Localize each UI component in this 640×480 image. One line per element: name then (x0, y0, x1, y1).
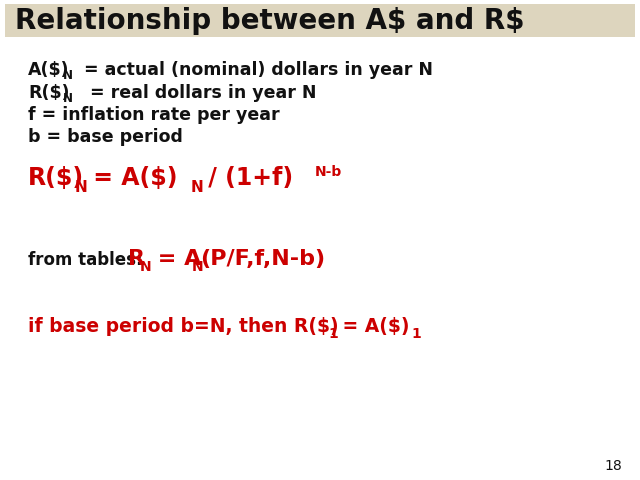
Text: (P/F,f,N-b): (P/F,f,N-b) (200, 249, 325, 269)
Text: b = base period: b = base period (28, 128, 183, 146)
Text: N: N (192, 260, 204, 274)
Text: f = inflation rate per year: f = inflation rate per year (28, 106, 280, 124)
Text: from tables:: from tables: (28, 251, 148, 269)
Text: = real dollars in year N: = real dollars in year N (72, 84, 317, 102)
Text: = A(\$): = A(\$) (336, 317, 410, 336)
Text: N: N (191, 180, 204, 195)
Text: = A: = A (150, 249, 202, 269)
Text: N: N (75, 180, 88, 195)
Text: R(\$): R(\$) (28, 84, 70, 102)
Text: 1: 1 (328, 327, 338, 341)
Text: 18: 18 (604, 459, 622, 473)
Text: R: R (128, 249, 145, 269)
Text: N: N (63, 69, 73, 82)
Text: = A(\$): = A(\$) (85, 166, 177, 190)
Text: 1: 1 (411, 327, 420, 341)
Text: N: N (140, 260, 152, 274)
Text: / (1+f): / (1+f) (200, 166, 293, 190)
Text: N: N (63, 92, 73, 105)
FancyBboxPatch shape (5, 4, 635, 37)
Text: Relationship between A\$ and R\$: Relationship between A\$ and R\$ (15, 7, 525, 35)
Text: A(\$): A(\$) (28, 61, 70, 79)
Text: if base period b=N, then R(\$): if base period b=N, then R(\$) (28, 317, 339, 336)
Text: R(\$): R(\$) (28, 166, 84, 190)
Text: = actual (nominal) dollars in year N: = actual (nominal) dollars in year N (72, 61, 433, 79)
Text: N-b: N-b (315, 165, 342, 179)
